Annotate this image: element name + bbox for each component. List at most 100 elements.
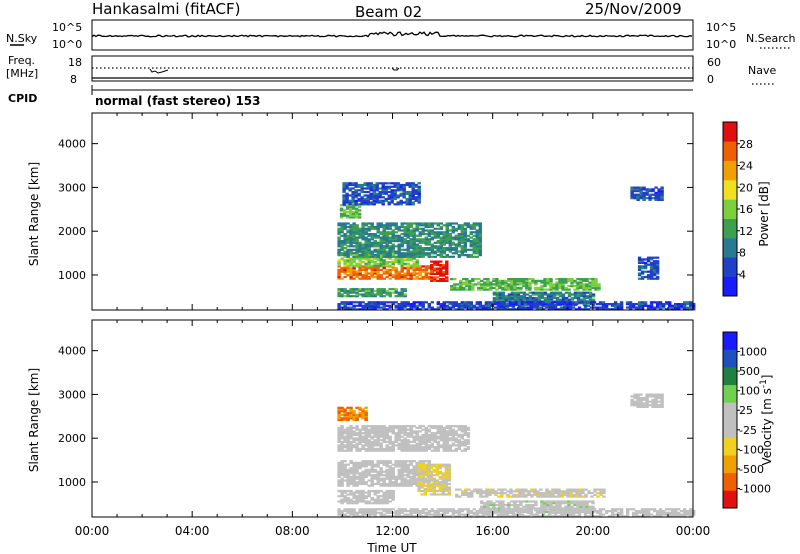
data-cell xyxy=(568,508,573,511)
data-cell xyxy=(340,243,344,246)
data-cell xyxy=(403,479,407,482)
data-cell xyxy=(531,300,536,303)
data-cell xyxy=(526,511,531,514)
data-cell xyxy=(375,185,379,188)
data-cell xyxy=(351,199,355,202)
data-cell xyxy=(351,182,355,185)
data-cell xyxy=(525,286,529,289)
data-cell xyxy=(442,447,446,450)
data-cell xyxy=(430,265,434,268)
data-cell xyxy=(424,432,428,435)
data-cell xyxy=(645,400,649,403)
data-cell xyxy=(442,271,446,274)
data-cell xyxy=(430,306,434,309)
data-cell xyxy=(382,426,386,429)
data-cell xyxy=(346,301,350,304)
data-cell xyxy=(376,460,380,463)
data-cell xyxy=(417,477,421,480)
data-cell xyxy=(439,274,443,277)
data-cell xyxy=(423,474,427,477)
data-cell xyxy=(594,281,598,284)
data-cell xyxy=(361,461,365,464)
data-cell xyxy=(369,194,373,197)
data-cell xyxy=(391,432,395,435)
data-cell xyxy=(429,489,433,493)
data-cell xyxy=(630,186,634,189)
data-cell xyxy=(367,255,371,258)
data-cell xyxy=(640,301,645,304)
data-cell xyxy=(460,236,464,239)
data-cell xyxy=(370,432,374,435)
data-cell xyxy=(598,511,603,514)
data-cell xyxy=(654,197,658,200)
data-cell xyxy=(585,288,589,291)
power-frame xyxy=(91,112,694,311)
data-cell xyxy=(349,233,353,236)
data-cell xyxy=(493,511,498,514)
data-cell xyxy=(466,301,470,304)
data-cell xyxy=(406,303,410,306)
data-cell xyxy=(588,298,593,301)
data-cell xyxy=(527,493,531,496)
data-cell xyxy=(349,259,353,262)
data-cell xyxy=(391,255,395,258)
data-cell xyxy=(382,428,386,431)
data-cell xyxy=(655,256,660,259)
data-cell xyxy=(355,229,359,232)
data-cell xyxy=(479,490,483,493)
data-cell xyxy=(415,264,419,267)
data-cell xyxy=(346,447,350,450)
data-cell xyxy=(533,490,537,493)
data-cell xyxy=(384,199,388,202)
data-cell xyxy=(514,515,519,518)
data-cell xyxy=(460,444,464,447)
data-cell xyxy=(686,301,690,304)
data-cell xyxy=(373,491,377,494)
data-cell xyxy=(463,233,467,236)
data-cell xyxy=(457,255,461,258)
data-cell xyxy=(412,481,416,484)
data-cell xyxy=(475,255,479,258)
data-cell xyxy=(420,482,424,486)
data-cell xyxy=(427,252,431,255)
data-cell xyxy=(541,511,546,514)
data-cell xyxy=(560,493,564,496)
data-cell xyxy=(403,463,407,466)
data-cell xyxy=(409,432,413,435)
data-cell xyxy=(403,449,407,452)
data-cell xyxy=(692,513,696,516)
data-cell xyxy=(394,274,398,277)
data-cell xyxy=(418,444,422,447)
data-cell xyxy=(388,425,392,428)
data-cell xyxy=(370,465,374,468)
data-cell xyxy=(499,308,504,311)
data-cell xyxy=(442,426,446,429)
data-cell xyxy=(466,248,470,251)
data-cell xyxy=(433,236,437,239)
data-cell xyxy=(361,417,365,420)
data-cell xyxy=(445,265,449,268)
freq-panel: Freq. [MHz] 18 8 60 0 Nave xyxy=(6,54,776,86)
data-cell xyxy=(337,261,341,264)
data-cell xyxy=(436,442,440,445)
data-cell xyxy=(651,400,655,403)
data-cell xyxy=(379,231,383,234)
data-cell xyxy=(351,204,356,207)
data-cell xyxy=(409,425,413,428)
data-cell xyxy=(478,252,482,255)
data-cell xyxy=(385,231,389,234)
data-cell xyxy=(504,283,508,286)
data-cell xyxy=(349,472,353,475)
data-cell xyxy=(409,241,413,244)
data-cell xyxy=(421,227,425,230)
data-cell xyxy=(448,247,452,250)
data-cell xyxy=(535,515,540,518)
data-cell xyxy=(595,515,600,518)
data-cell xyxy=(476,488,480,491)
data-cell xyxy=(534,500,538,503)
data-cell xyxy=(448,250,452,253)
data-cell xyxy=(370,481,374,484)
data-cell xyxy=(457,243,461,246)
data-cell xyxy=(492,283,496,286)
